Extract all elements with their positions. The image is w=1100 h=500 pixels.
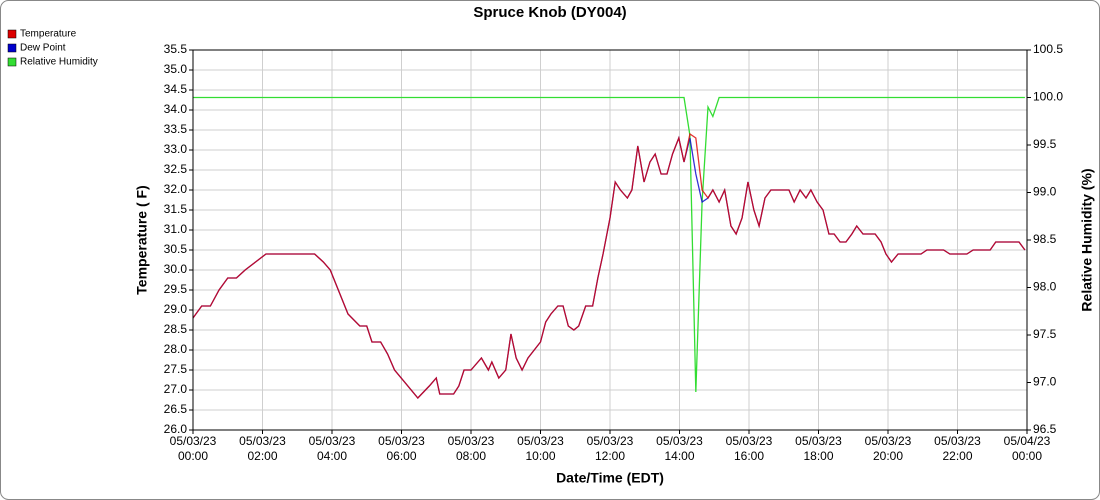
x-tick-label: 14:00: [664, 449, 694, 463]
y-tick-label: 33.5: [164, 122, 188, 136]
legend: Temperature Dew Point Relative Humidity: [7, 29, 98, 68]
y2-tick-label: 99.5: [1033, 137, 1057, 151]
x-tick-label: 05/03/23: [448, 434, 495, 448]
y2-tick-label: 100.0: [1033, 90, 1063, 104]
y-tick-label: 26.5: [164, 402, 188, 416]
y-axis-title: Temperature ( F): [134, 185, 150, 294]
x-tick-label: 18:00: [803, 449, 833, 463]
x-tick-label: 02:00: [247, 449, 277, 463]
y2-tick-label: 100.5: [1033, 42, 1063, 56]
y-tick-label: 29.0: [164, 302, 188, 316]
series-line: [193, 96, 1025, 393]
x-tick-label: 10:00: [525, 449, 555, 463]
chart-title: Spruce Knob (DY004): [473, 4, 626, 21]
x-tick-label: 05/03/23: [309, 434, 356, 448]
y-tick-label: 35.0: [164, 62, 188, 76]
y-tick-label: 30.5: [164, 242, 188, 256]
legend-label: Relative Humidity: [20, 57, 98, 68]
x-tick-label: 05/03/23: [656, 434, 703, 448]
x-tick-label: 04:00: [317, 449, 347, 463]
plot-lines: [192, 96, 1026, 399]
x-tick-label: 22:00: [942, 449, 972, 463]
x-tick-label: 05/03/23: [795, 434, 842, 448]
x-tick-label: 05/04/23: [1004, 434, 1051, 448]
y2-tick-label: 98.5: [1033, 232, 1057, 246]
y-tick-label: 30.0: [164, 262, 188, 276]
y-tick-label: 28.0: [164, 342, 188, 356]
series-line: [192, 132, 1026, 399]
y2-tick-label: 97.5: [1033, 327, 1057, 341]
x-tick-label: 05/03/23: [170, 434, 217, 448]
legend-swatch: [7, 57, 17, 67]
y-tick-label: 35.5: [164, 42, 188, 56]
x-tick-label: 05/03/23: [934, 434, 981, 448]
x-tick-label: 05/03/23: [726, 434, 773, 448]
y-tick-label: 34.0: [164, 102, 188, 116]
y2-tick-label: 97.0: [1033, 375, 1057, 389]
x-tick-label: 06:00: [386, 449, 416, 463]
x-tick-label: 08:00: [456, 449, 486, 463]
y-tick-label: 28.5: [164, 322, 188, 336]
x-tick-label: 05/03/23: [239, 434, 286, 448]
x-tick-label: 05/03/23: [517, 434, 564, 448]
x-tick-label: 16:00: [734, 449, 764, 463]
legend-label: Temperature: [20, 29, 77, 40]
legend-swatch: [7, 43, 17, 53]
y-tick-label: 26.0: [164, 422, 188, 436]
x-tick-label: 05/03/23: [865, 434, 912, 448]
x-tick-label: 00:00: [1012, 449, 1042, 463]
y-tick-label: 32.0: [164, 182, 188, 196]
y-tick-label: 29.5: [164, 282, 188, 296]
y-tick-label: 34.5: [164, 82, 188, 96]
axes: 26.0 26.5 27.0 27.5 28.0 28.5 29.0 29.5 30.0 30.5…: [164, 42, 1064, 463]
y2-tick-label: 99.0: [1033, 185, 1057, 199]
x-tick-label: 05/03/23: [587, 434, 634, 448]
legend-swatch: [7, 29, 17, 39]
x-tick-label: 00:00: [178, 449, 208, 463]
y-tick-label: 31.0: [164, 222, 188, 236]
x-tick-label: 12:00: [595, 449, 625, 463]
y-tick-label: 33.0: [164, 142, 188, 156]
legend-label: Dew Point: [20, 43, 66, 54]
x-tick-label: 20:00: [873, 449, 903, 463]
y-tick-label: 32.5: [164, 162, 188, 176]
y2-tick-label: 96.5: [1033, 422, 1057, 436]
y-tick-label: 31.5: [164, 202, 188, 216]
y2-axis-title: Relative Humidity (%): [1079, 168, 1095, 311]
x-tick-label: 05/03/23: [378, 434, 425, 448]
y2-tick-label: 98.0: [1033, 280, 1057, 294]
y-tick-label: 27.0: [164, 382, 188, 396]
x-axis-title: Date/Time (EDT): [556, 470, 664, 486]
y-tick-label: 27.5: [164, 362, 188, 376]
